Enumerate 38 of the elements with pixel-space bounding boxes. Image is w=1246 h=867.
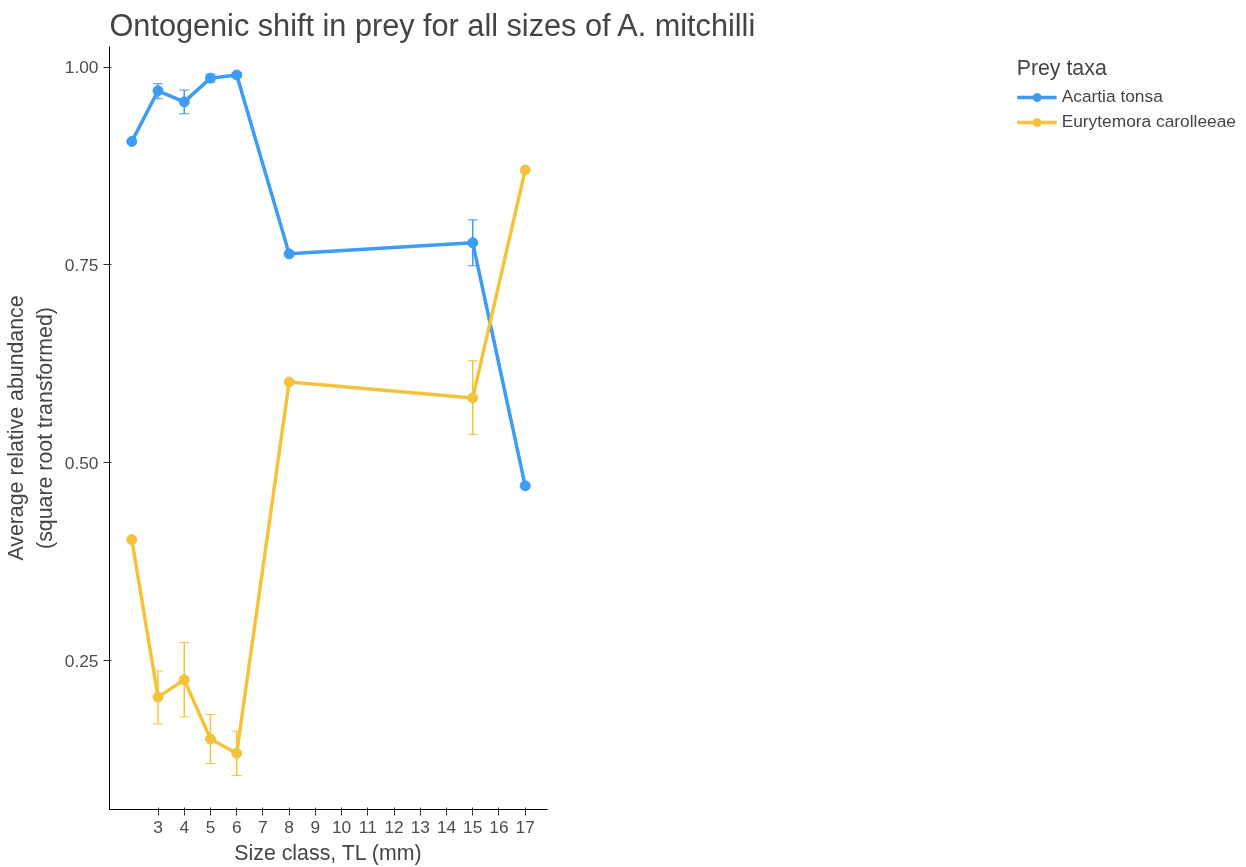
- x-tick-label: 9: [310, 816, 321, 837]
- x-tick-label: 8: [284, 816, 294, 837]
- x-tick-label: 11: [358, 816, 377, 837]
- point: [126, 135, 138, 147]
- y-tick-label: 0.75: [64, 254, 99, 275]
- point: [126, 534, 138, 546]
- point: [283, 376, 295, 388]
- x-tick-label: 4: [179, 816, 190, 837]
- point: [467, 237, 479, 249]
- point: [231, 747, 243, 759]
- y-tick-label: 0.50: [64, 452, 99, 473]
- y-tick-label: 1.00: [64, 57, 99, 78]
- legend-label: Acartia tonsa: [1061, 86, 1163, 107]
- x-axis-title: Size class, TL (mm): [234, 840, 422, 865]
- legend-label: Eurytemora carolleeae: [1061, 111, 1236, 132]
- legend-title: Prey taxa: [1016, 56, 1108, 81]
- x-tick-label: 14: [436, 816, 457, 837]
- point: [519, 480, 531, 492]
- x-tick-label: 5: [205, 816, 216, 837]
- x-tick-label: 16: [489, 816, 509, 837]
- y-tick-label: 0.25: [64, 650, 99, 671]
- x-tick-label: 10: [331, 816, 352, 837]
- y-axis-title: Average relative abundance (square root transformed): [3, 295, 57, 561]
- point: [204, 733, 216, 745]
- x-tick-label: 13: [410, 816, 430, 837]
- x-tick-label: 3: [153, 816, 163, 837]
- x-tick-label: 17: [515, 816, 535, 837]
- x-tick-label: 15: [463, 816, 483, 837]
- point: [467, 392, 479, 404]
- chart-title: Ontogenic shift in prey for all sizes of A. mitchilli: [109, 7, 756, 43]
- x-tick-label: 6: [231, 816, 242, 837]
- point: [519, 164, 531, 176]
- point: [152, 691, 164, 703]
- point: [283, 248, 295, 260]
- x-tick-label: 12: [384, 816, 404, 837]
- point: [178, 96, 190, 108]
- x-tick-label: 7: [258, 816, 268, 837]
- point: [178, 674, 190, 686]
